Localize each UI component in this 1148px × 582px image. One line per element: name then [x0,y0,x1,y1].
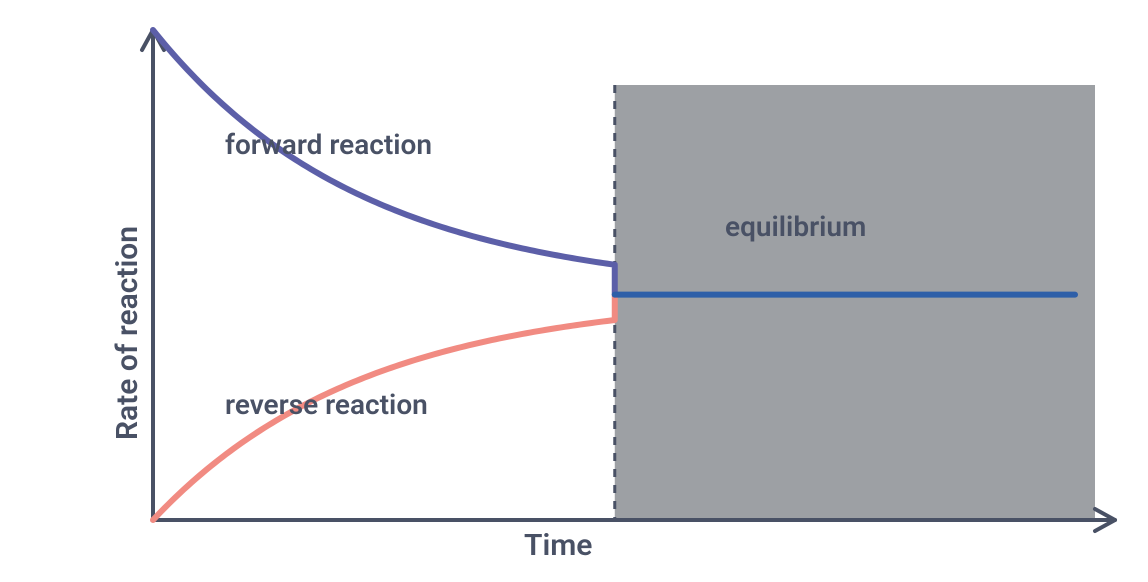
x-axis-label: Time [524,528,592,563]
y-axis-label: Rate of reaction [110,226,145,440]
equilibrium-label: equilibrium [725,210,866,243]
equilibrium-chart [0,0,1148,582]
chart-container: forward reaction reverse reaction equili… [0,0,1148,582]
forward-reaction-label: forward reaction [225,128,432,161]
reverse-reaction-label: reverse reaction [225,388,428,421]
